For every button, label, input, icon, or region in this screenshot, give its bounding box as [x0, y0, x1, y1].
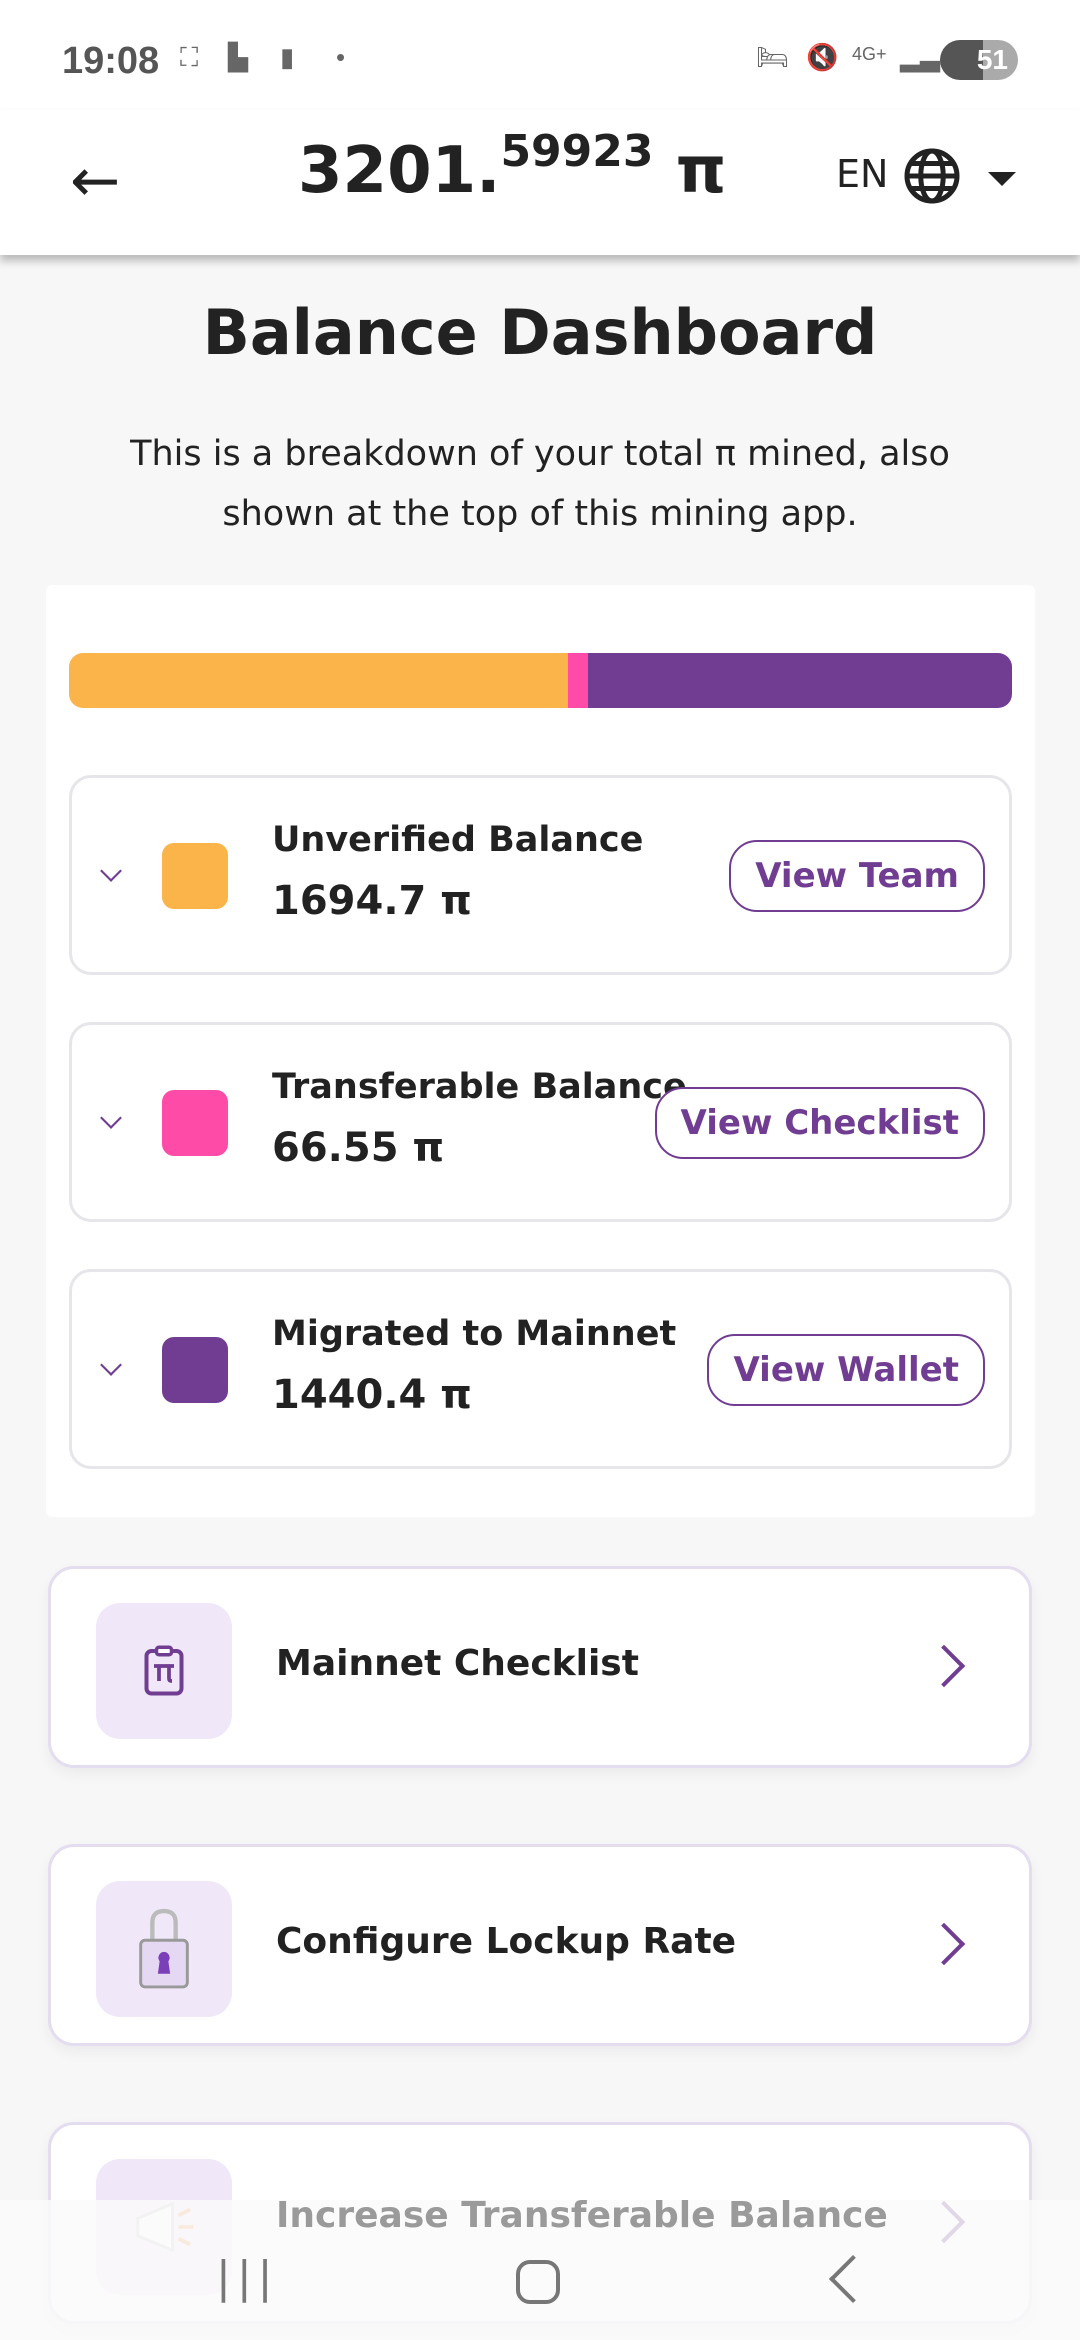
link-label: Mainnet Checklist	[276, 1643, 639, 1684]
balance-row-unverified[interactable]: Unverified Balance 1694.7 π View Team	[69, 775, 1012, 975]
balance-value: 1440.4 π	[272, 1372, 472, 1418]
balance-breakdown-bar	[69, 653, 1012, 708]
configure-lockup-rate-link[interactable]: Configure Lockup Rate	[48, 1844, 1032, 2046]
balance-row-transferable[interactable]: Transferable Balance 66.55 π View Checkl…	[69, 1022, 1012, 1222]
mainnet-checklist-link[interactable]: Mainnet Checklist	[48, 1566, 1032, 1768]
bar-segment-migrated	[587, 653, 1012, 708]
currency-symbol: π	[675, 134, 727, 208]
balance-row-migrated[interactable]: Migrated to Mainnet 1440.4 π View Wallet	[69, 1269, 1012, 1469]
dot-icon: •	[336, 42, 346, 72]
balance-value: 66.55 π	[272, 1125, 445, 1171]
chevron-down-icon[interactable]	[100, 860, 122, 882]
clock: 19:08	[62, 40, 160, 82]
total-integer: 3201.	[298, 134, 501, 208]
recent-apps-icon[interactable]: |||	[216, 2252, 279, 2303]
total-balance: 3201.59923 π	[298, 126, 727, 208]
globe-icon[interactable]	[902, 146, 962, 206]
mute-icon: 🔇	[806, 42, 839, 72]
sleep-icon: 🛏	[756, 42, 790, 72]
view-team-button[interactable]: View Team	[729, 840, 985, 912]
back-arrow-icon[interactable]: ←	[70, 146, 121, 216]
link-label: Increase Transferable Balance	[276, 2195, 888, 2236]
network-type: 4G+	[852, 44, 887, 64]
pdf-icon: ▙	[228, 42, 248, 72]
chevron-down-icon[interactable]	[100, 1107, 122, 1129]
pdf-file-icon: ▮	[280, 42, 295, 72]
view-wallet-button[interactable]: View Wallet	[707, 1334, 985, 1406]
back-icon[interactable]	[828, 2254, 878, 2304]
home-icon[interactable]	[516, 2260, 560, 2304]
dropdown-caret-icon[interactable]	[988, 172, 1016, 186]
chevron-down-icon[interactable]	[100, 1354, 122, 1376]
color-swatch	[162, 1090, 228, 1156]
link-label: Configure Lockup Rate	[276, 1921, 737, 1962]
system-navigation-bar: |||	[0, 2200, 1080, 2340]
battery-indicator: 51	[940, 40, 1018, 80]
app-header: ← 3201.59923 π EN	[0, 110, 1080, 255]
clipboard-pi-icon	[96, 1603, 232, 1739]
bar-segment-transferable	[568, 653, 588, 708]
signal-icon: ▂▃	[900, 42, 940, 72]
balance-value: 1694.7 π	[272, 878, 472, 924]
total-decimal: 59923	[500, 126, 654, 177]
view-checklist-button[interactable]: View Checklist	[654, 1087, 985, 1159]
balance-label: Migrated to Mainnet	[272, 1314, 677, 1354]
screenshot-icon: ⛶	[180, 42, 199, 72]
balance-card: Unverified Balance 1694.7 π View Team Tr…	[46, 585, 1035, 1517]
color-swatch	[162, 843, 228, 909]
padlock-icon	[96, 1881, 232, 2017]
chevron-right-icon	[922, 1644, 966, 1688]
status-bar: 19:08 ⛶ ▙ ▮ • 🛏 🔇 4G+ ▂▃ 51	[0, 0, 1080, 110]
language-code[interactable]: EN	[836, 152, 889, 196]
balance-label: Transferable Balance	[272, 1067, 687, 1107]
bar-segment-unverified	[69, 653, 569, 708]
page-title: Balance Dashboard	[202, 296, 878, 369]
page-subtitle: This is a breakdown of your total π mine…	[130, 434, 950, 534]
balance-label: Unverified Balance	[272, 820, 644, 860]
chevron-right-icon	[922, 1922, 966, 1966]
color-swatch	[162, 1337, 228, 1403]
